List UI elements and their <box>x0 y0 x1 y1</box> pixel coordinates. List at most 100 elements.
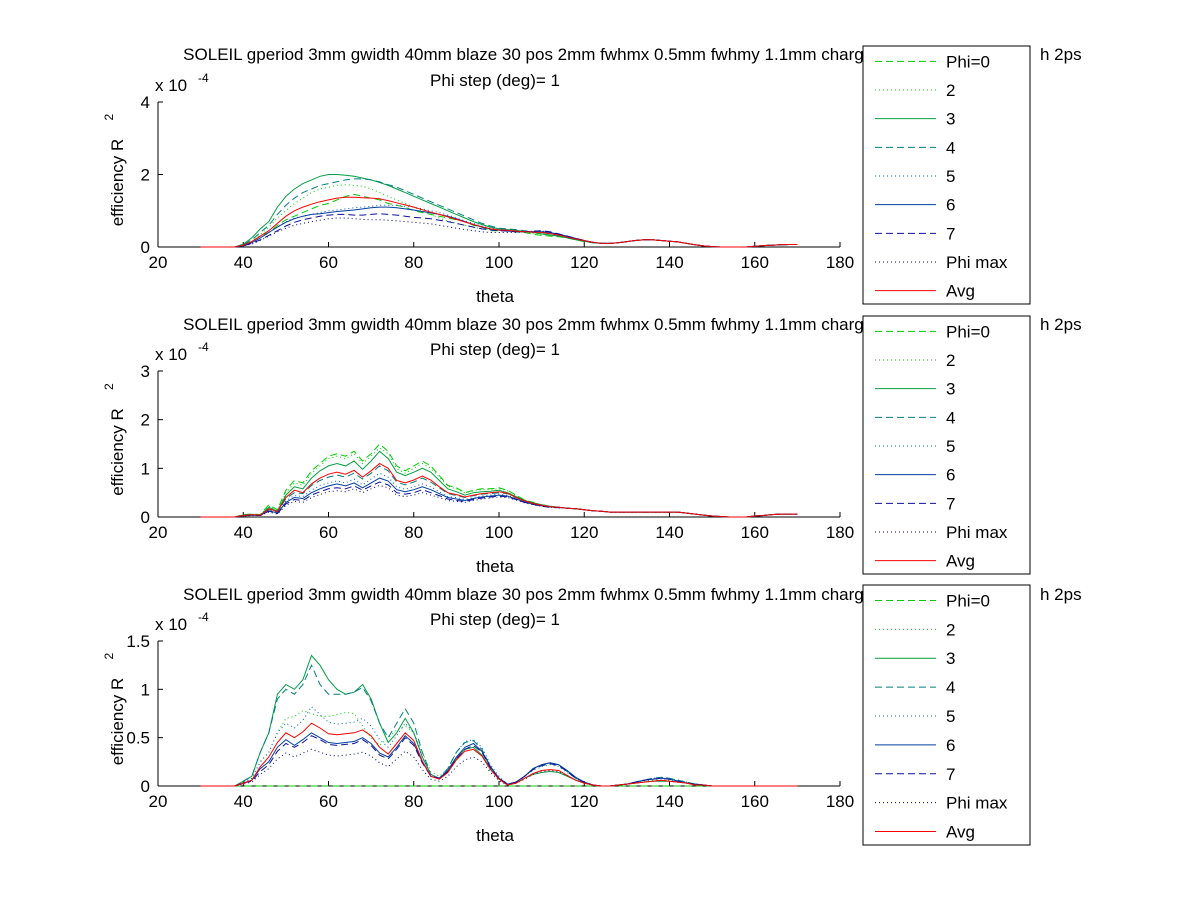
x-tick-label: 120 <box>570 523 598 542</box>
y-axis-label-exponent: 2 <box>102 383 116 390</box>
y-tick-label: 2 <box>141 411 150 430</box>
y-tick-label: 1.5 <box>126 632 150 651</box>
legend-box <box>862 45 1031 305</box>
chart-subtitle: Phi step (deg)= 1 <box>430 610 560 629</box>
x-tick-label: 180 <box>826 523 854 542</box>
legend-entry: 4 <box>946 408 955 427</box>
series-line-2 <box>200 447 798 518</box>
x-tick-label: 100 <box>485 523 513 542</box>
x-tick-label: 40 <box>234 253 253 272</box>
chart-title-tail: h 2ps <box>1040 585 1082 604</box>
x-tick-label: 40 <box>234 792 253 811</box>
x-tick-label: 160 <box>741 792 769 811</box>
x-tick-label: 60 <box>319 253 338 272</box>
legend-entry: 2 <box>946 81 955 100</box>
series-line-phi-max <box>200 217 798 248</box>
legend-entry: Avg <box>946 823 975 842</box>
x-axis-label: theta <box>476 287 514 306</box>
legend: Phi=0 2 3 4 5 6 7 Phi max Avg <box>862 45 1031 305</box>
legend-entry: 2 <box>946 351 955 370</box>
series-line-2 <box>200 184 798 248</box>
x-tick-label: 20 <box>149 253 168 272</box>
legend-entry: 4 <box>946 678 955 697</box>
y-axis-label: efficiency R <box>108 678 127 766</box>
series-group <box>200 443 798 518</box>
legend-entry: 7 <box>946 224 955 243</box>
y-axis-label-exponent: 2 <box>102 653 116 660</box>
series-group <box>200 654 798 787</box>
y-tick-label: 0.5 <box>126 729 150 748</box>
x-tick-label: 100 <box>485 253 513 272</box>
y-axis-label-group: efficiency R 2 <box>102 653 127 766</box>
y-multiplier: x 10 <box>155 76 187 95</box>
x-tick-label: 80 <box>404 792 423 811</box>
y-tick-label: 2 <box>141 166 150 185</box>
x-tick-label: 140 <box>655 523 683 542</box>
series-line-avg <box>200 462 798 518</box>
legend-entry: 7 <box>946 765 955 784</box>
y-tick-label: 0 <box>141 508 150 527</box>
y-multiplier: x 10 <box>155 615 187 634</box>
y-axis-label: efficiency R <box>108 408 127 496</box>
chart-subtitle: Phi step (deg)= 1 <box>430 340 560 359</box>
x-tick-label: 100 <box>485 792 513 811</box>
y-axis-label: efficiency R <box>108 139 127 227</box>
y-axis-label-group: efficiency R 2 <box>102 114 127 227</box>
x-axis-label: theta <box>476 826 514 845</box>
series-group <box>200 174 798 248</box>
x-tick-label: 60 <box>319 792 338 811</box>
chart-title: SOLEIL gperiod 3mm gwidth 40mm blaze 30 … <box>183 315 897 334</box>
legend-entry: 5 <box>946 437 955 456</box>
y-tick-label: 3 <box>141 362 150 381</box>
x-tick-label: 140 <box>655 792 683 811</box>
y-multiplier: x 10 <box>155 345 187 364</box>
legend-box <box>862 584 1031 846</box>
x-axis-label: theta <box>476 557 514 576</box>
legend-entry: 5 <box>946 707 955 726</box>
chart-subtitle: Phi step (deg)= 1 <box>430 71 560 90</box>
y-multiplier-exponent: -4 <box>198 71 209 85</box>
x-tick-label: 60 <box>319 523 338 542</box>
x-tick-label: 140 <box>655 253 683 272</box>
x-tick-label: 120 <box>570 253 598 272</box>
x-tick-label: 180 <box>826 792 854 811</box>
x-tick-label: 40 <box>234 523 253 542</box>
y-axis-label-exponent: 2 <box>102 114 116 121</box>
series-line-phi-max <box>200 484 798 518</box>
chart-panel-1: SOLEIL gperiod 3mm gwidth 40mm blaze 30 … <box>102 45 1082 306</box>
x-tick-label: 80 <box>404 253 423 272</box>
legend: Phi=0 2 3 4 5 6 7 Phi max Avg <box>862 315 1031 575</box>
legend: Phi=0 2 3 4 5 6 7 Phi max Avg <box>862 584 1031 846</box>
legend-entry: 2 <box>946 620 955 639</box>
legend-entry: 6 <box>946 466 955 485</box>
x-tick-label: 20 <box>149 523 168 542</box>
chart-title-tail: h 2ps <box>1040 315 1082 334</box>
y-axis-label-group: efficiency R 2 <box>102 383 127 496</box>
legend-entry: Phi max <box>946 794 1008 813</box>
y-tick-label: 1 <box>141 459 150 478</box>
x-tick-label: 160 <box>741 523 769 542</box>
legend-entry: Phi max <box>946 253 1008 272</box>
legend-entry: 7 <box>946 494 955 513</box>
x-tick-label: 120 <box>570 792 598 811</box>
chart-title: SOLEIL gperiod 3mm gwidth 40mm blaze 30 … <box>183 585 897 604</box>
legend-entry: Phi=0 <box>946 591 990 610</box>
legend-entry: 6 <box>946 196 955 215</box>
y-multiplier-exponent: -4 <box>198 610 209 624</box>
legend-entry: 3 <box>946 649 955 668</box>
legend-entry: 3 <box>946 110 955 129</box>
series-line-phi-0 <box>200 443 798 518</box>
x-tick-label: 20 <box>149 792 168 811</box>
chart-title-tail: h 2ps <box>1040 45 1082 64</box>
legend-entry: 6 <box>946 736 955 755</box>
legend-box <box>862 315 1031 575</box>
legend-entry: Avg <box>946 282 975 301</box>
legend-entry: 3 <box>946 380 955 399</box>
y-multiplier-exponent: -4 <box>198 340 209 354</box>
y-tick-label: 0 <box>141 777 150 796</box>
x-tick-label: 180 <box>826 253 854 272</box>
chart-title: SOLEIL gperiod 3mm gwidth 40mm blaze 30 … <box>183 45 897 64</box>
x-tick-label: 80 <box>404 523 423 542</box>
chart-panel-3: SOLEIL gperiod 3mm gwidth 40mm blaze 30 … <box>102 584 1082 846</box>
